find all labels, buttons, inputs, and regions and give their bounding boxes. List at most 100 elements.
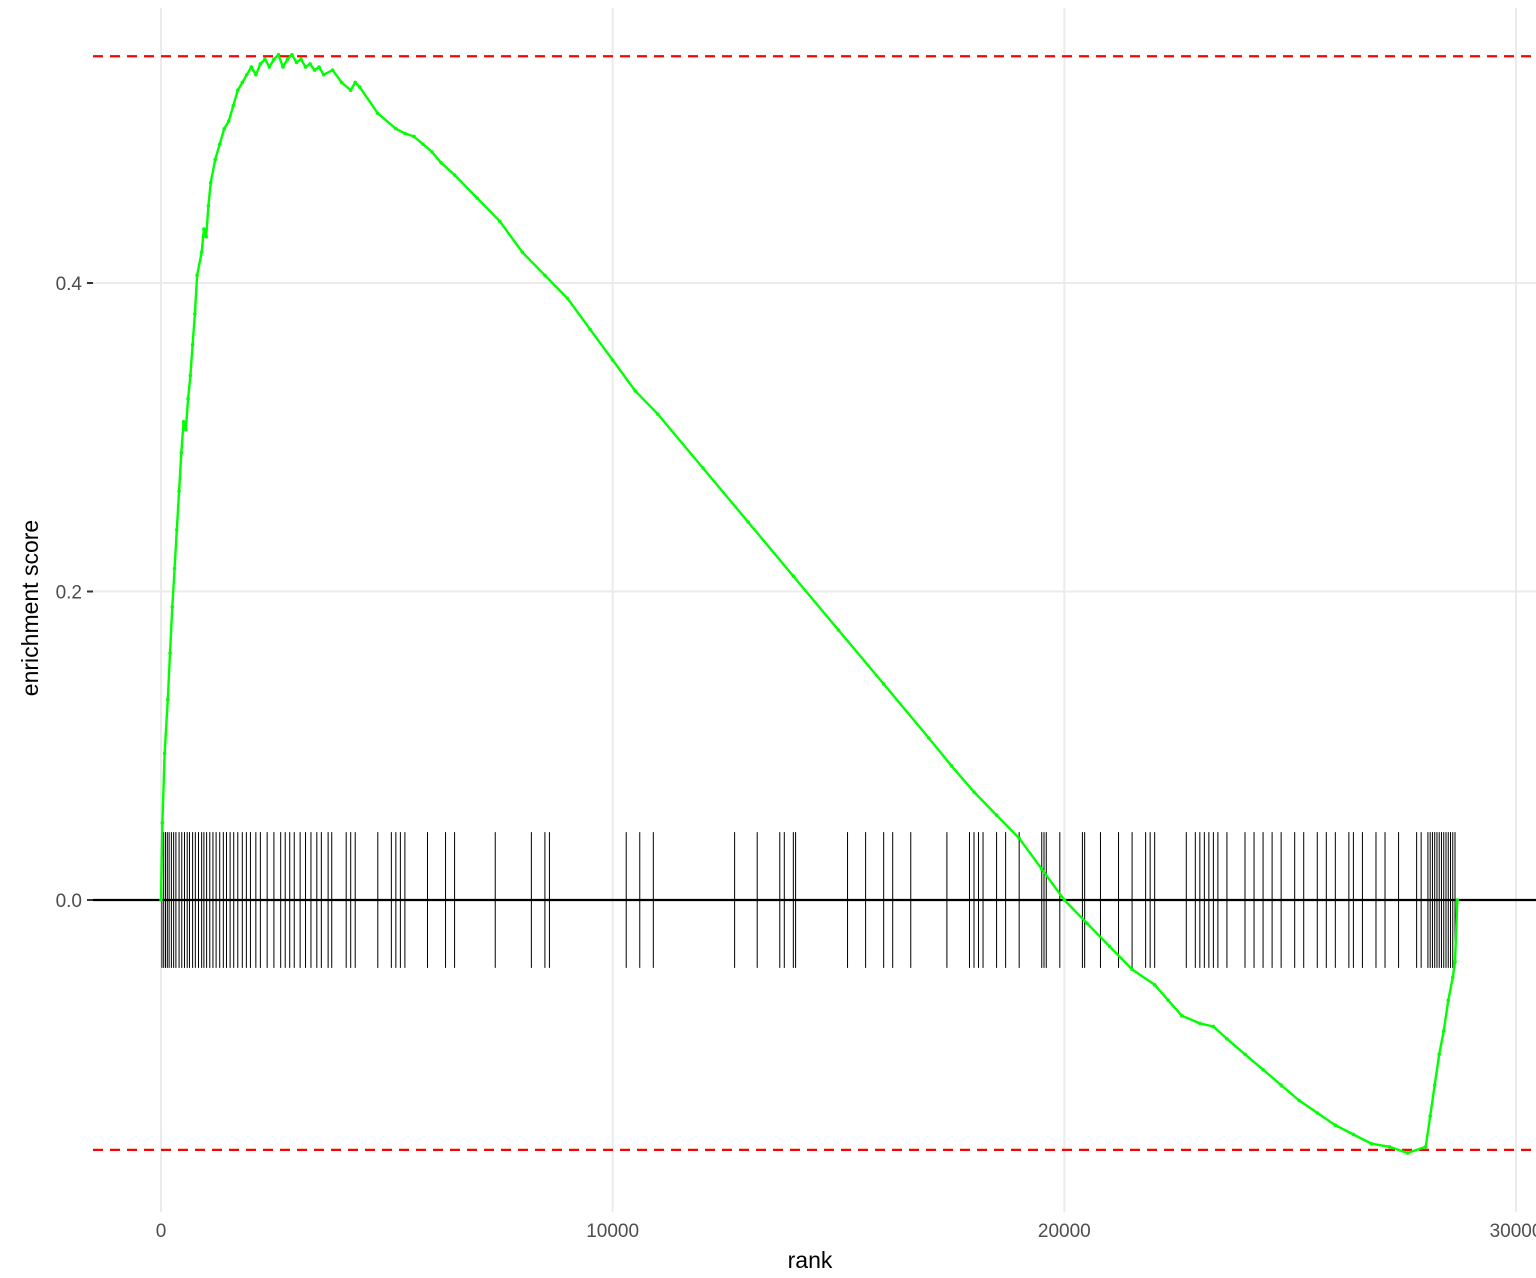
enrichment-point [204, 234, 208, 239]
grid-lines [93, 8, 1536, 1212]
enrichment-point [633, 389, 638, 393]
enrichment-point [202, 227, 206, 231]
enrichment-point [1039, 867, 1044, 871]
y-tick-label: 0.2 [56, 583, 82, 604]
enrichment-point [312, 68, 317, 72]
enrichment-point [1446, 998, 1451, 1003]
enrichment-point [1085, 921, 1089, 925]
x-tick-label: 20000 [1038, 1221, 1091, 1242]
enrichment-point [1423, 1145, 1428, 1149]
x-tick-label: 10000 [586, 1221, 639, 1242]
enrichment-point [162, 751, 167, 756]
enrichment-point [303, 65, 308, 69]
enrichment-point [1315, 1111, 1320, 1115]
enrichment-point [1107, 944, 1112, 949]
enrichment-point [290, 52, 294, 57]
x-axis-title: rank [788, 1247, 833, 1273]
enrichment-point [1432, 1083, 1437, 1087]
enrichment-point [791, 574, 796, 578]
enrichment-point [165, 697, 170, 702]
enrichment-point [263, 57, 267, 62]
enrichment-point [972, 790, 976, 794]
enrichment-point [213, 157, 217, 162]
enrichment-point [231, 103, 236, 108]
enrichment-point [1211, 1024, 1216, 1029]
enrichment-point [254, 72, 258, 77]
enrichment-point [353, 80, 358, 85]
enrichment-point [168, 651, 172, 655]
enrichment-point [193, 312, 197, 316]
enrichment-point [1428, 1114, 1432, 1118]
enrichment-point [394, 126, 398, 131]
enrichment-point [208, 180, 213, 185]
enrichment-point [1017, 836, 1021, 841]
enrichment-point [272, 57, 276, 62]
enrichment-point [348, 88, 353, 92]
enrichment-point [497, 219, 502, 224]
enrichment-point [1453, 959, 1457, 964]
enrichment-point [181, 420, 186, 424]
enrichment-point [267, 65, 272, 69]
enrichment-point [610, 358, 615, 362]
enrichment-point [258, 62, 263, 66]
enrichment-point [520, 250, 525, 254]
enrichment-point [1166, 998, 1171, 1003]
enrichment-point [439, 160, 443, 165]
x-tick-label: 0 [156, 1221, 167, 1242]
enrichment-point [206, 204, 211, 208]
y-axis-ticks: 0.0 0.2 0.4 [56, 274, 93, 912]
enrichment-point [656, 412, 660, 416]
enrichment-point [357, 85, 362, 89]
y-tick-label: 0.0 [56, 891, 82, 912]
enrichment-point [1225, 1037, 1229, 1041]
y-axis-title: enrichment score [17, 520, 43, 696]
enrichment-point [195, 273, 199, 278]
reference-lines [93, 55, 1536, 1151]
enrichment-point [222, 126, 227, 131]
enrichment-point [1455, 898, 1460, 902]
enrichment-point [588, 327, 592, 332]
enrichment-point [188, 373, 193, 378]
enrichment-point [281, 65, 285, 69]
enrichment-point [1387, 1145, 1392, 1149]
enrichment-point [245, 72, 249, 77]
enrichment-point [543, 273, 547, 278]
enrichment-point [927, 736, 931, 740]
enrichment-point [240, 80, 245, 85]
enrichment-point [881, 682, 886, 686]
enrichment-point [186, 396, 190, 401]
x-axis-ticks: 0 10000 20000 30000 [156, 1221, 1536, 1242]
enrichment-point [299, 57, 303, 62]
enrichment-point [308, 62, 312, 66]
enrichment-point [1450, 975, 1455, 979]
x-tick-label: 30000 [1490, 1221, 1536, 1242]
enrichment-point [1351, 1132, 1356, 1137]
enrichment-point [836, 628, 841, 632]
enrichment-point [249, 65, 254, 69]
enrichment-point [1062, 898, 1067, 902]
enrichment-point [949, 764, 954, 768]
enrichment-point [430, 150, 434, 154]
enrichment-point [994, 813, 999, 817]
enrichment-point [1279, 1083, 1283, 1087]
enrichment-point [746, 520, 750, 524]
enrichment-point [321, 72, 326, 77]
enrichment-point [175, 528, 179, 532]
enrichment-point [217, 142, 222, 146]
enrichment-point [226, 119, 231, 123]
enrichment-point [475, 196, 479, 200]
enrichment-point [1437, 1052, 1442, 1057]
enrichment-point [177, 489, 181, 494]
enrichment-point [330, 68, 335, 72]
enrichment-point [1179, 1013, 1184, 1018]
enrichment-point [376, 111, 380, 116]
enrichment-point [159, 898, 163, 902]
enrichment-point [160, 821, 165, 825]
enrichment-point [285, 57, 290, 62]
enrichment-point [184, 427, 188, 432]
enrichment-point [1297, 1098, 1301, 1103]
enrichment-point [1441, 1029, 1446, 1033]
enrichment-point [1333, 1123, 1338, 1128]
enrichment-point [452, 173, 457, 177]
